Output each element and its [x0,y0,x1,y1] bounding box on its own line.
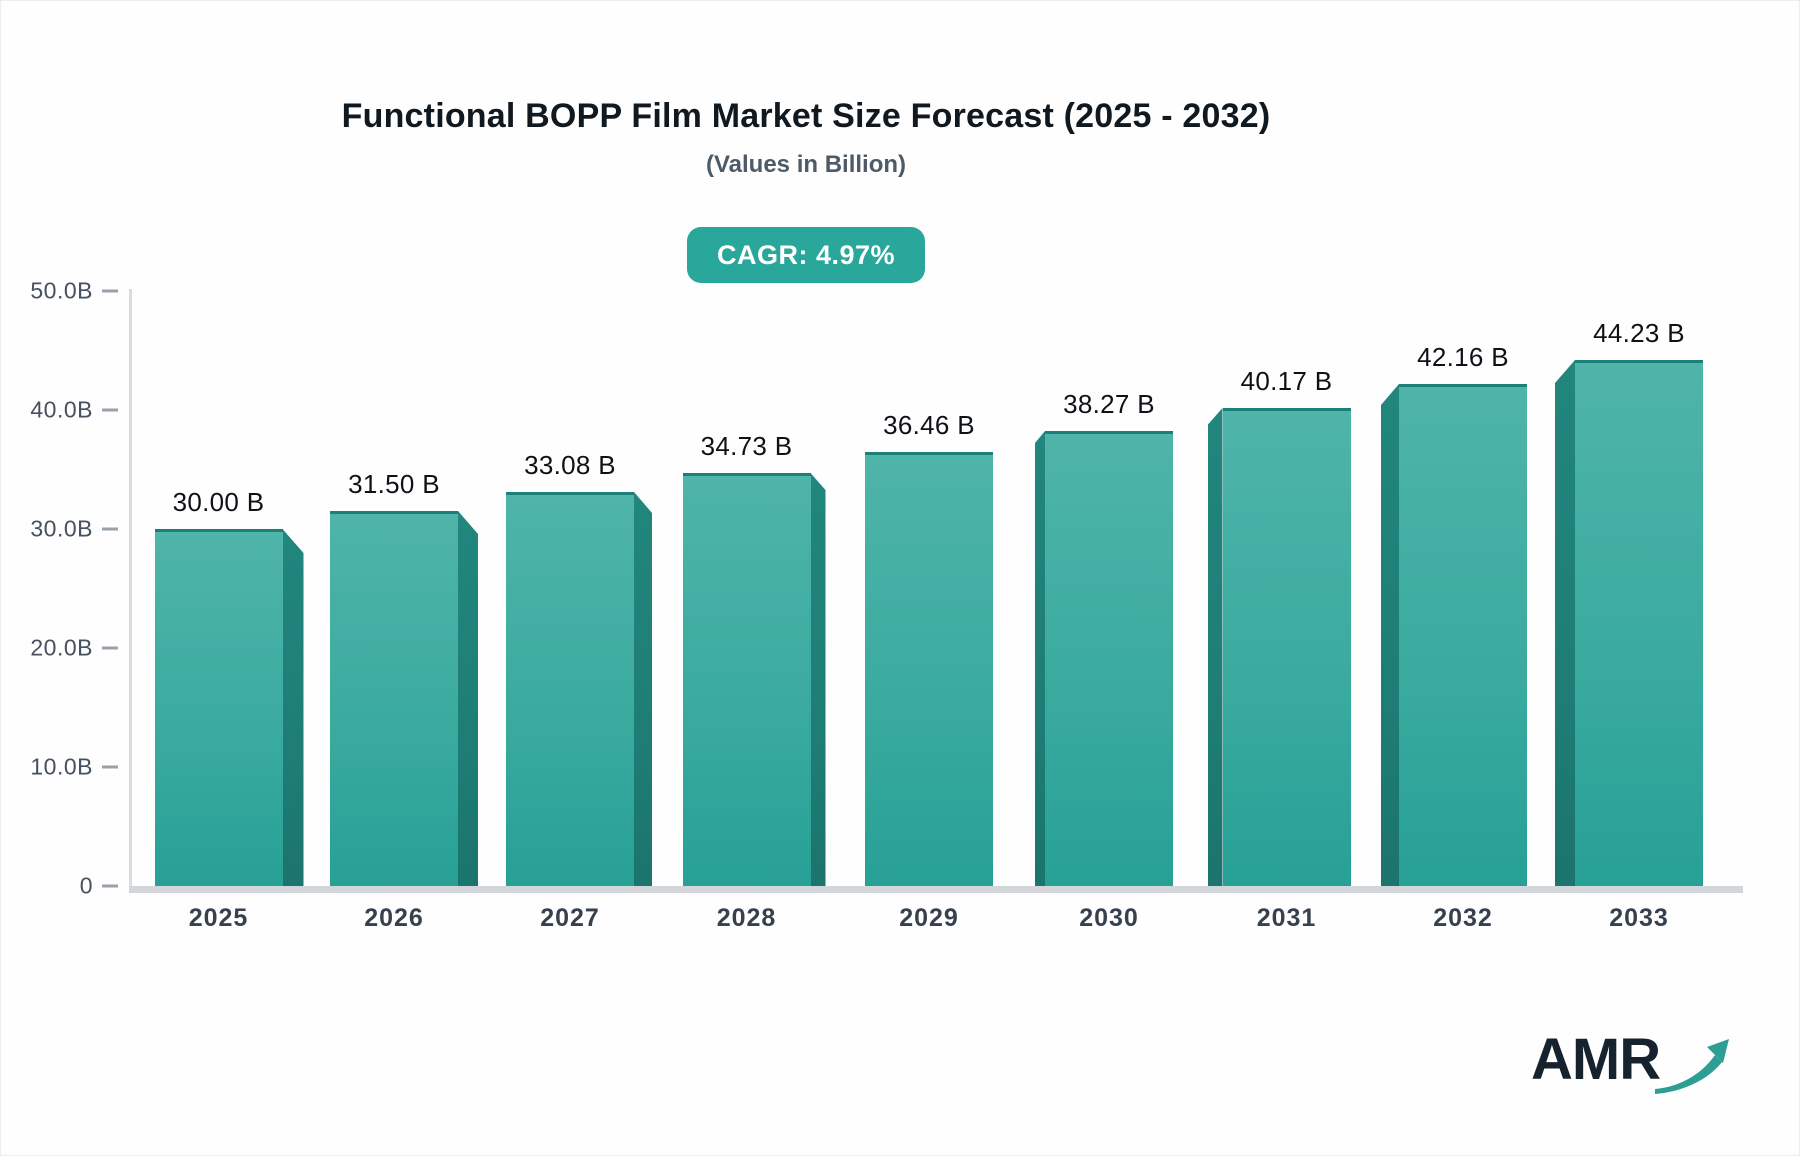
bar-2030 [1045,431,1173,886]
bar-3d-side [458,511,478,886]
bar-2031 [1222,408,1351,886]
y-axis-tick-label: 30.0B [30,515,93,542]
x-axis-label: 2033 [1609,904,1669,932]
y-axis-tick-label: 50.0B [30,277,93,304]
x-axis-label: 2026 [364,904,424,932]
y-axis-tick-label: 10.0B [30,753,93,780]
bar-value-label: 42.16 B [1417,342,1509,372]
bar-3d-side [634,492,652,886]
bar-2025 [154,529,283,886]
bar-2027 [506,492,634,886]
bar-2028 [682,473,811,886]
x-axis-label: 2030 [1079,904,1139,932]
x-axis-label: 2025 [188,904,249,932]
x-axis-baseline [129,886,1743,893]
bar-3d-side [1381,384,1399,886]
y-axis-tick-mark [102,884,118,888]
bar-value-label: 44.23 B [1593,318,1685,348]
y-axis-tick-label: 20.0B [30,634,93,661]
amr-logo-text: AMR [1531,1027,1661,1092]
bar-value-label: 33.08 B [524,450,616,480]
bar-value-label: 36.46 B [883,410,975,440]
bar-3d-side [1207,408,1223,886]
bar-value-label: 30.00 B [172,487,265,517]
x-axis-label: 2031 [1256,904,1317,932]
growth-arrow-icon [1655,1039,1729,1094]
y-axis-tick-mark [102,289,118,293]
bar-3d-side [282,529,304,886]
amr-logo: AMR [1531,1031,1731,1111]
y-axis-tick-mark [102,646,118,650]
bar-2032 [1399,384,1527,886]
x-axis-label: 2028 [716,904,777,932]
bar-value-label: 38.27 B [1063,389,1155,419]
y-axis-line [129,289,132,889]
x-axis-label: 2029 [899,904,959,932]
y-axis-tick-mark [102,765,118,769]
bar-3d-side [1035,431,1045,886]
y-axis-tick-mark [102,408,118,412]
bar-value-label: 34.73 B [700,431,793,461]
y-axis-tick-label: 0 [79,872,93,899]
chart-title: Functional BOPP Film Market Size Forecas… [341,97,1271,135]
bar-2026 [330,511,458,886]
y-axis-tick-label: 40.0B [30,396,93,423]
bar-3d-side [1555,360,1575,886]
x-axis-label: 2032 [1433,904,1493,932]
bar-value-label: 40.17 B [1240,366,1333,396]
y-axis-tick-mark [102,527,118,531]
chart-subtitle: (Values in Billion) [705,151,907,178]
bar-2029 [865,452,993,886]
x-axis-label: 2027 [540,904,600,932]
bar-3d-side [810,473,826,886]
bar-value-label: 31.50 B [348,469,440,499]
bar-2033 [1575,360,1703,886]
cagr-badge: CAGR: 4.97% [687,227,925,283]
